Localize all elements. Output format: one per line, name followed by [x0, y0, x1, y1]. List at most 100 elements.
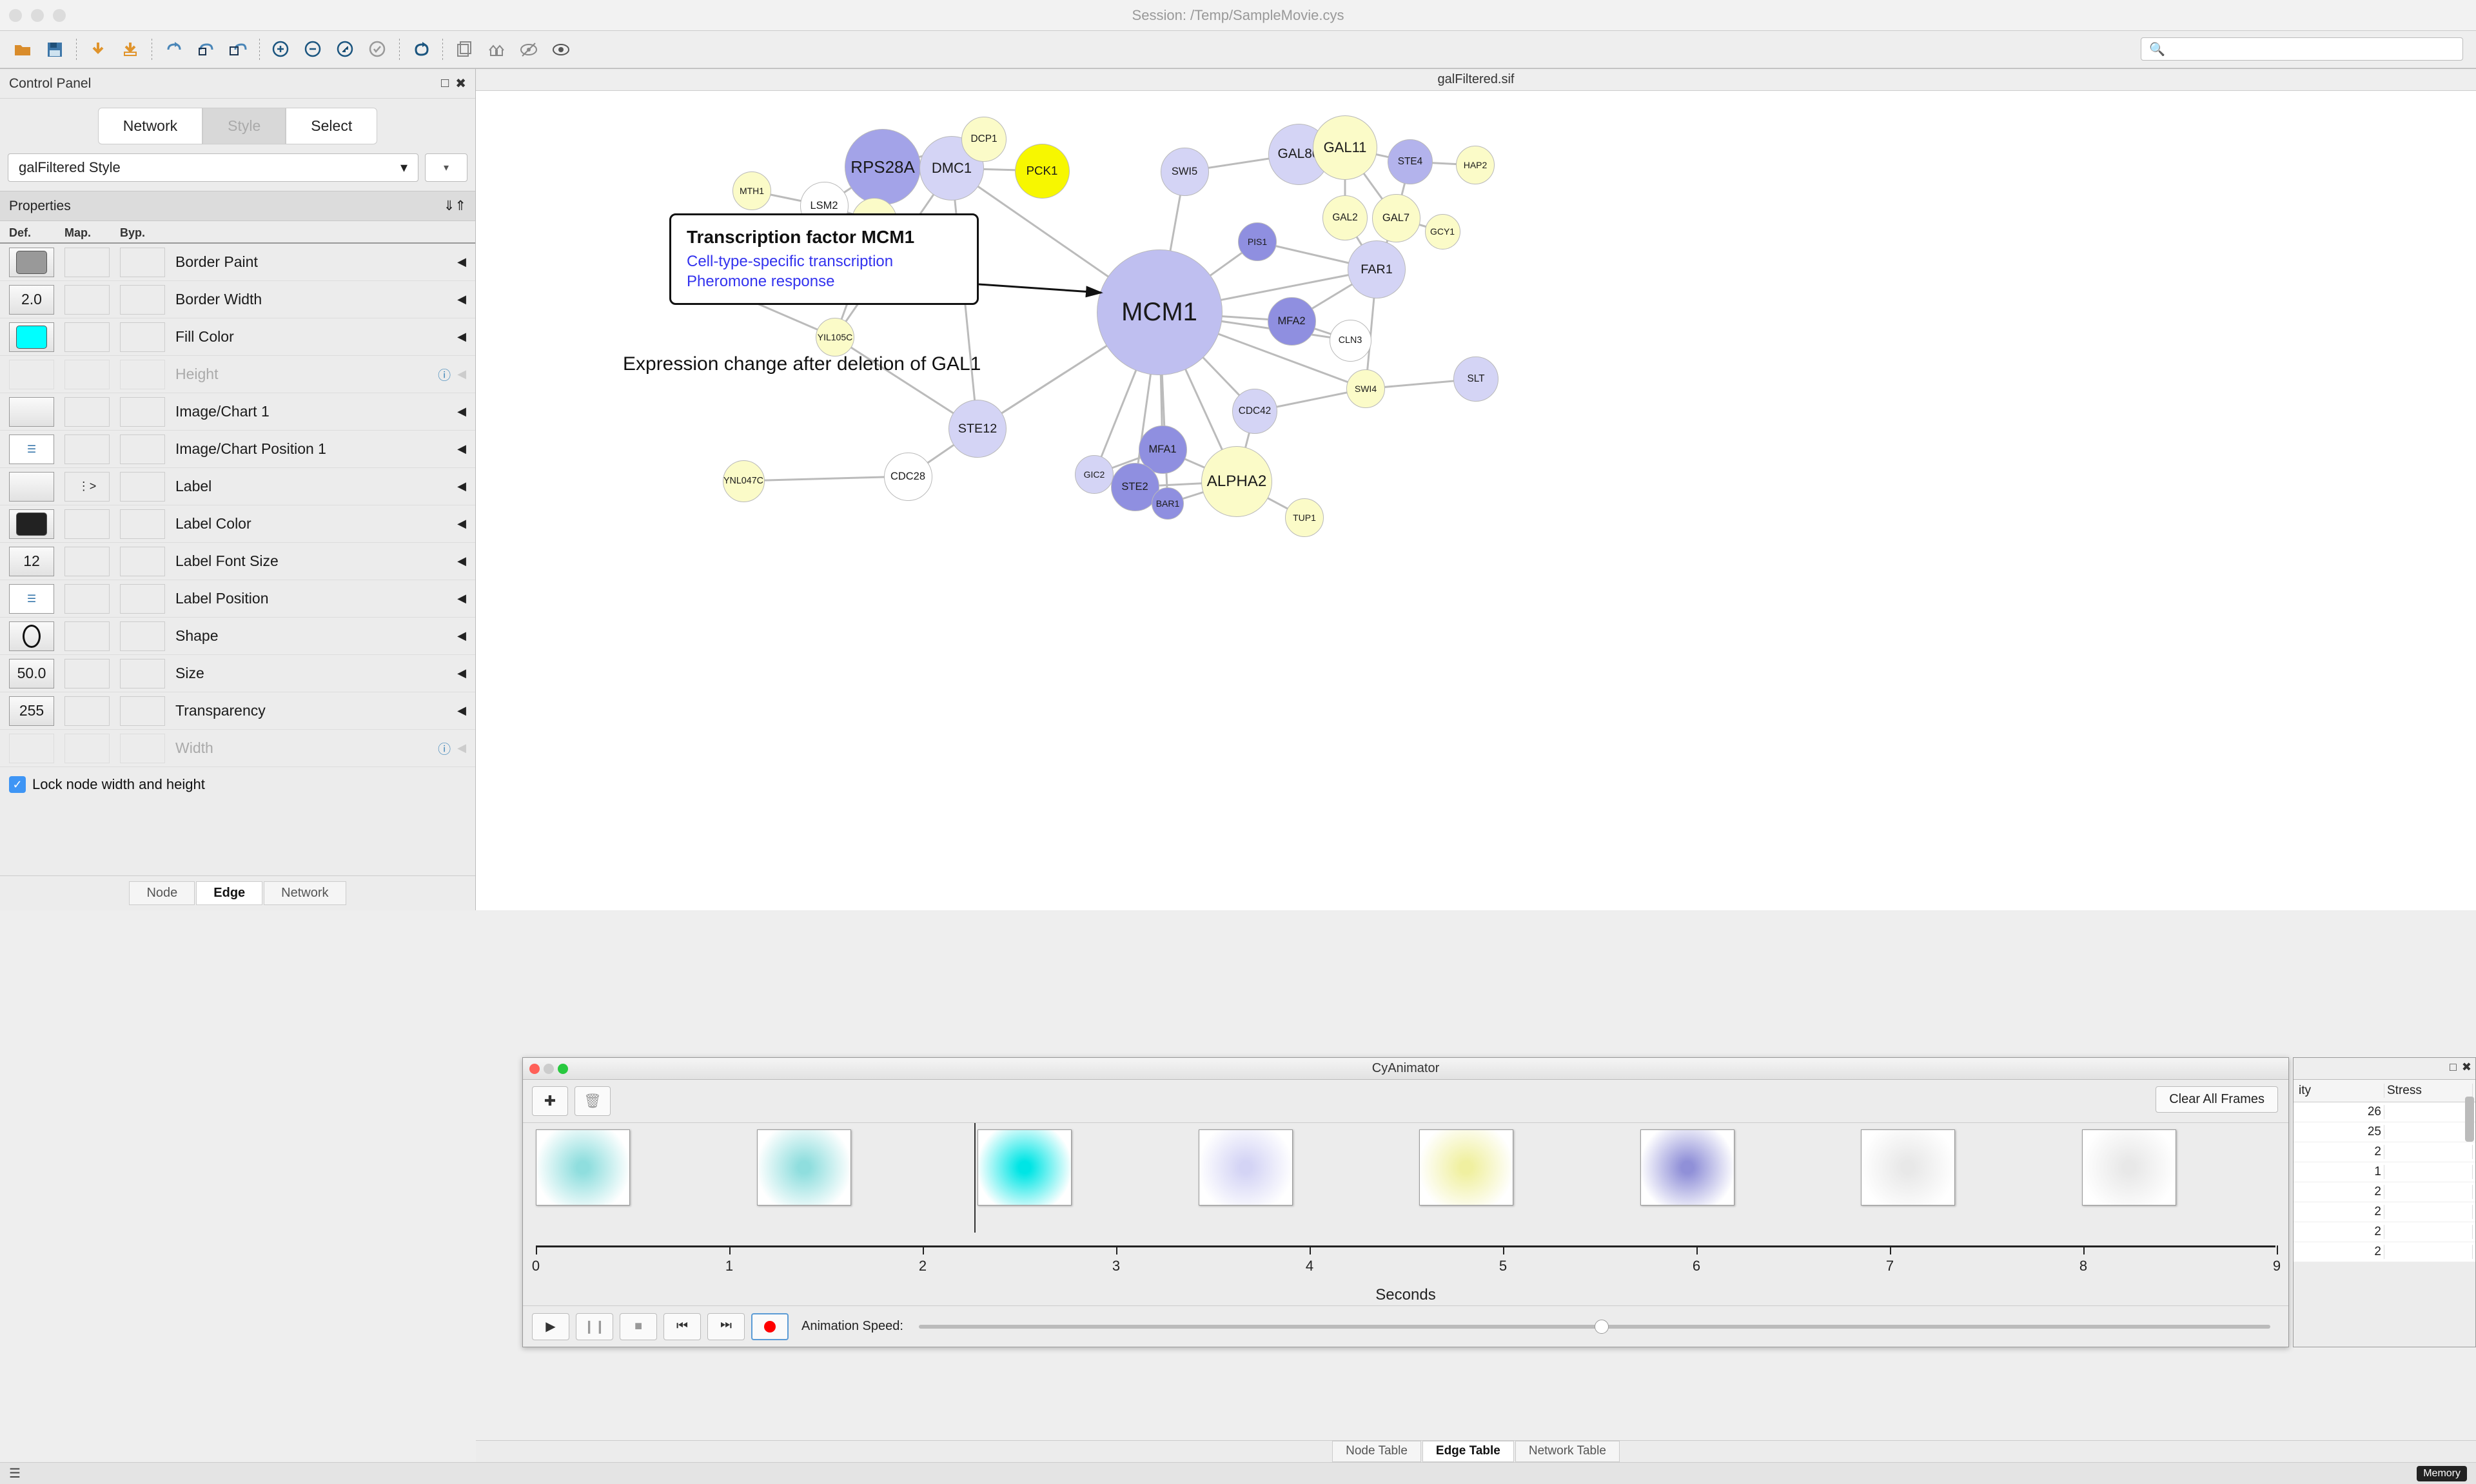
prop-row-label-position[interactable]: ☰ Label Position ◀	[0, 580, 475, 618]
next-frame-button[interactable]: ⏮	[707, 1313, 745, 1340]
prop-arrow-transparency[interactable]: ◀	[457, 704, 466, 718]
cp-tab-edge[interactable]: Edge	[196, 881, 262, 905]
prop-arrow-label-position[interactable]: ◀	[457, 592, 466, 605]
prop-arrow-border-paint[interactable]: ◀	[457, 255, 466, 269]
prop-row-fill-color[interactable]: Fill Color ◀	[0, 318, 475, 356]
fit-content-icon[interactable]	[332, 36, 359, 63]
save-icon[interactable]	[41, 36, 68, 63]
prop-row-width[interactable]: Width ⓘ ◀	[0, 730, 475, 767]
prop-arrow-label-color[interactable]: ◀	[457, 517, 466, 531]
properties-collapse-icons[interactable]: ⇓⇑	[444, 198, 466, 214]
prop-arrow-image-chart-1[interactable]: ◀	[457, 405, 466, 418]
animator-frame-thumb-7[interactable]	[2082, 1129, 2176, 1206]
lock-node-size-checkbox[interactable]: ✓	[9, 776, 26, 793]
animation-speed-slider[interactable]	[919, 1325, 2270, 1329]
play-button[interactable]: ▶	[532, 1313, 569, 1340]
hide-panel-icon[interactable]	[515, 36, 542, 63]
properties-header[interactable]: Properties ⇓⇑	[0, 191, 475, 221]
data-table-scrollbar[interactable]	[2465, 1097, 2474, 1142]
fit-selected-icon[interactable]	[364, 36, 391, 63]
prop-row-border-width[interactable]: 2.0 Border Width ◀	[0, 281, 475, 318]
bottom-tab-node[interactable]: Node Table	[1332, 1441, 1421, 1462]
undo-icon[interactable]	[160, 36, 187, 63]
animator-frames-strip[interactable]	[523, 1123, 2288, 1245]
data-table-window[interactable]: □ ✖ ity Stress 26 25 2 1 2 2 2 2	[2293, 1057, 2476, 1347]
data-table-col-ity[interactable]: ity	[2296, 1084, 2384, 1098]
animator-frame-thumb-4[interactable]	[1419, 1129, 1513, 1206]
prop-row-label-color[interactable]: Label Color ◀	[0, 505, 475, 543]
show-panel-icon[interactable]	[547, 36, 575, 63]
zoom-out-icon[interactable]	[300, 36, 327, 63]
cp-tab-node[interactable]: Node	[129, 881, 195, 905]
data-table-row-5[interactable]: 2	[2294, 1202, 2475, 1222]
data-table-row-6[interactable]: 2	[2294, 1222, 2475, 1242]
network-canvas[interactable]: MTH1 RPS28A DMC1 DCP1 PCK1 SWI5 GAL80 GAL11 STE4…	[476, 91, 2476, 910]
redo2-icon[interactable]	[224, 36, 251, 63]
bottom-tab-edge[interactable]: Edge Table	[1422, 1441, 1514, 1462]
prop-row-label[interactable]: ⋮> Label ◀	[0, 468, 475, 505]
animator-playhead[interactable]	[974, 1123, 976, 1233]
animation-speed-handle[interactable]	[1595, 1320, 1609, 1334]
prop-row-shape[interactable]: Shape ◀	[0, 618, 475, 655]
prop-arrow-image-chart-position-1[interactable]: ◀	[457, 442, 466, 456]
animator-min-dot[interactable]	[544, 1064, 554, 1074]
prop-row-size[interactable]: 50.0 Size ◀	[0, 655, 475, 692]
delete-frame-button[interactable]: 🗑	[575, 1086, 611, 1116]
clear-all-frames-button[interactable]: Clear All Frames	[2156, 1086, 2278, 1113]
panel-maximize-icon[interactable]: □	[441, 76, 449, 91]
prop-arrow-height[interactable]: ◀	[457, 367, 466, 381]
prop-arrow-label-font-size[interactable]: ◀	[457, 554, 466, 568]
window-max-dot[interactable]	[53, 9, 66, 22]
cp-tab-network[interactable]: Network	[264, 881, 346, 905]
animator-frame-thumb-2[interactable]	[978, 1129, 1072, 1206]
prop-row-transparency[interactable]: 255 Transparency ◀	[0, 692, 475, 730]
window-min-dot[interactable]	[31, 9, 44, 22]
memory-status-badge[interactable]: Memory	[2417, 1466, 2467, 1481]
style-options-button[interactable]: ▾	[425, 153, 467, 182]
prev-frame-button[interactable]: ⏮	[663, 1313, 701, 1340]
data-table-row-1[interactable]: 25	[2294, 1122, 2475, 1142]
prop-arrow-width[interactable]: ◀	[457, 741, 466, 755]
stop-button[interactable]: ■	[620, 1313, 657, 1340]
prop-row-label-font-size[interactable]: 12 Label Font Size ◀	[0, 543, 475, 580]
cyanimator-window[interactable]: CyAnimator ✚ 🗑 Clear All Frames Seconds …	[522, 1057, 2289, 1347]
import-network-icon[interactable]	[84, 36, 112, 63]
home-view-icon[interactable]	[483, 36, 510, 63]
height-info-icon[interactable]: ⓘ	[438, 365, 451, 384]
prop-arrow-fill-color[interactable]: ◀	[457, 330, 466, 344]
animator-frame-thumb-0[interactable]	[536, 1129, 630, 1206]
animator-frame-thumb-5[interactable]	[1640, 1129, 1734, 1206]
data-table-row-2[interactable]: 2	[2294, 1142, 2475, 1162]
new-network-icon[interactable]	[9, 36, 36, 63]
zoom-in-icon[interactable]	[268, 36, 295, 63]
prop-arrow-label[interactable]: ◀	[457, 480, 466, 493]
hamburger-menu-icon[interactable]: ☰	[9, 1465, 21, 1481]
animator-frame-thumb-6[interactable]	[1861, 1129, 1955, 1206]
refresh-icon[interactable]	[408, 36, 435, 63]
tab-network[interactable]: Network	[98, 108, 202, 144]
search-input[interactable]: 🔍	[2141, 37, 2463, 61]
prop-arrow-border-width[interactable]: ◀	[457, 293, 466, 306]
copy-view-icon[interactable]	[451, 36, 478, 63]
tab-select[interactable]: Select	[286, 108, 377, 144]
style-dropdown[interactable]: galFiltered Style ▾	[8, 153, 418, 182]
prop-arrow-shape[interactable]: ◀	[457, 629, 466, 643]
animator-frame-thumb-3[interactable]	[1199, 1129, 1293, 1206]
record-button[interactable]	[751, 1313, 789, 1340]
animator-max-dot[interactable]	[558, 1064, 568, 1074]
prop-row-border-paint[interactable]: Border Paint ◀	[0, 244, 475, 281]
data-table-row-0[interactable]: 26	[2294, 1102, 2475, 1122]
animator-timeline-axis[interactable]: Seconds 0123456789	[536, 1245, 2275, 1278]
lock-node-size-row[interactable]: ✓ Lock node width and height	[0, 767, 475, 802]
data-table-close-icon[interactable]: ✖	[2462, 1060, 2471, 1074]
prop-row-image-chart-1[interactable]: Image/Chart 1 ◀	[0, 393, 475, 431]
tab-style[interactable]: Style	[202, 108, 286, 144]
pause-button[interactable]: ❙❙	[576, 1313, 613, 1340]
add-frame-button[interactable]: ✚	[532, 1086, 568, 1116]
data-table-row-7[interactable]: 2	[2294, 1242, 2475, 1262]
prop-row-height[interactable]: Height ⓘ ◀	[0, 356, 475, 393]
data-table-row-3[interactable]: 1	[2294, 1162, 2475, 1182]
data-table-col-stress[interactable]: Stress	[2384, 1084, 2473, 1098]
prop-arrow-size[interactable]: ◀	[457, 667, 466, 680]
data-table-row-4[interactable]: 2	[2294, 1182, 2475, 1202]
